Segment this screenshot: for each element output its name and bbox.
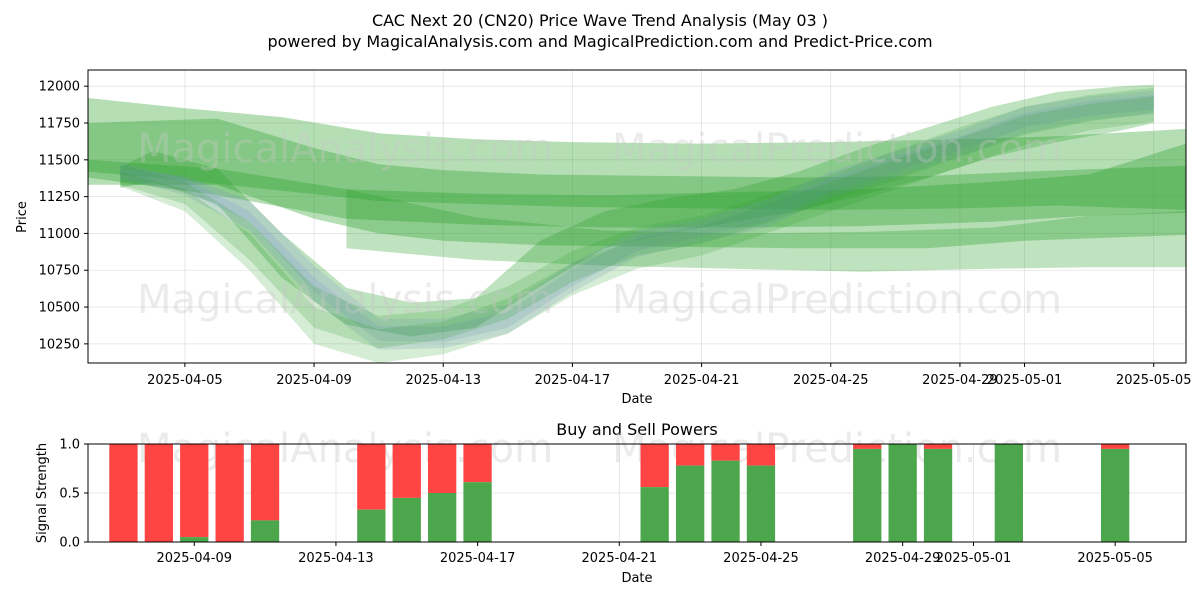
price-x-tick-label: 2025-05-05 [1116,373,1192,388]
price-x-axis-label: Date [621,392,652,407]
wave-band-5 [120,84,1154,337]
wave-band-2 [88,98,1186,210]
price-x-tick-label: 2025-04-17 [535,373,611,388]
price-y-tick-label: 11500 [39,153,80,168]
buy-power-bar [853,448,882,542]
buy-sell-title: Buy and Sell Powers [556,420,718,439]
price-plot-frame [87,69,1187,364]
sell-power-bar [180,444,209,538]
buy-power-bar [640,487,669,542]
price-y-tick-label: 10500 [39,301,80,316]
sell-power-bar [853,444,882,449]
price-y-tick-label: 11250 [39,190,80,205]
buy-sell-y-tick-label: 0.5 [59,487,80,502]
price-ticks: 10250 10500 10750 11000 11250 11500 11750 12000… [39,80,1192,388]
sell-power-bar [392,444,421,498]
buy-sell-panel: Buy and Sell Powers MagicalAnalysis.com … [35,420,1187,586]
buy-sell-x-tick-label: 2025-04-29 [865,551,941,566]
buy-sell-bars [109,444,1130,542]
price-x-tick-label: 2025-05-01 [987,373,1063,388]
buy-power-bar [1101,448,1130,542]
buy-power-bar [357,509,386,542]
price-x-tick-label: 2025-04-21 [664,373,740,388]
buy-sell-y-tick-label: 1.0 [59,438,80,453]
wave-band-9 [120,87,1154,349]
buy-sell-x-tick-label: 2025-05-01 [936,551,1012,566]
sell-power-bar [676,444,705,466]
price-y-tick-label: 12000 [39,80,80,95]
buy-power-bar [923,448,953,542]
buy-sell-y-tick-label: 0.0 [59,536,80,551]
buy-sell-x-tick-label: 2025-04-13 [298,551,374,566]
sell-power-bar [923,444,953,449]
price-watermarks: MagicalAnalysis.com MagicalPrediction.co… [137,126,1062,323]
buy-power-bar [392,497,421,542]
buy-power-bar [994,444,1023,542]
price-y-tick-label: 10750 [39,264,80,279]
chart-title: CAC Next 20 (CN20) Price Wave Trend Anal… [372,11,828,30]
price-x-tick-label: 2025-04-09 [276,373,352,388]
watermark-prediction-top: MagicalPrediction.com [612,126,1062,172]
price-x-tick-label: 2025-04-25 [793,373,869,388]
wave-bands [88,84,1186,363]
price-y-tick-label: 11000 [39,227,80,242]
sell-power-bar [1101,444,1130,449]
price-y-tick-label: 10250 [39,337,80,352]
buy-sell-x-tick-label: 2025-04-21 [582,551,658,566]
price-grid [88,70,1186,363]
sell-power-bar [746,444,776,466]
price-panel: MagicalAnalysis.com MagicalPrediction.co… [15,69,1192,407]
wave-band-4 [346,189,1186,272]
sell-power-bar [250,444,280,521]
buy-sell-x-axis-label: Date [621,571,652,586]
price-x-tick-label: 2025-04-29 [922,373,998,388]
watermark-analysis-top: MagicalAnalysis.com [137,126,553,172]
watermark-analysis-bottom: MagicalAnalysis.com [137,277,553,323]
sell-power-bar [215,444,244,542]
price-y-tick-label: 11750 [39,117,80,132]
buy-power-bar [711,460,740,542]
wave-band-7 [120,95,1154,350]
buy-power-bar [888,444,917,542]
buy-power-bar [746,465,776,542]
sell-power-bar [428,444,457,493]
wave-band-6 [120,90,1154,343]
buy-sell-x-tick-label: 2025-05-05 [1077,551,1153,566]
buy-sell-x-tick-label: 2025-04-25 [723,551,799,566]
sell-power-bar [463,444,492,483]
sell-power-bar [144,444,173,542]
buy-power-bar [676,465,705,542]
buy-sell-x-tick-label: 2025-04-09 [156,551,232,566]
wave-band-3 [88,143,1186,228]
buy-sell-x-tick-label: 2025-04-17 [440,551,516,566]
wave-band-1 [88,118,1186,249]
price-y-axis-label: Price [15,201,30,233]
buy-power-bar [180,537,209,542]
chart-subtitle: powered by MagicalAnalysis.com and Magic… [267,32,932,51]
price-x-tick-label: 2025-04-05 [147,373,223,388]
watermark-prediction-bottom: MagicalPrediction.com [612,277,1062,323]
price-x-tick-label: 2025-04-13 [405,373,481,388]
buy-power-bar [463,482,492,542]
wave-band-8 [120,96,1154,363]
buy-power-bar [428,493,457,542]
buy-sell-y-axis-label: Signal Strength [35,443,50,543]
sell-power-bar [711,444,740,461]
buy-power-bar [250,520,280,542]
sell-power-bar [109,444,138,542]
sell-power-bar [640,444,669,488]
sell-power-bar [357,444,386,510]
buy-sell-ticks: 0.0 0.5 1.0 2025-04-09 2025-04-13 2025-04-17 2… [59,438,1153,567]
